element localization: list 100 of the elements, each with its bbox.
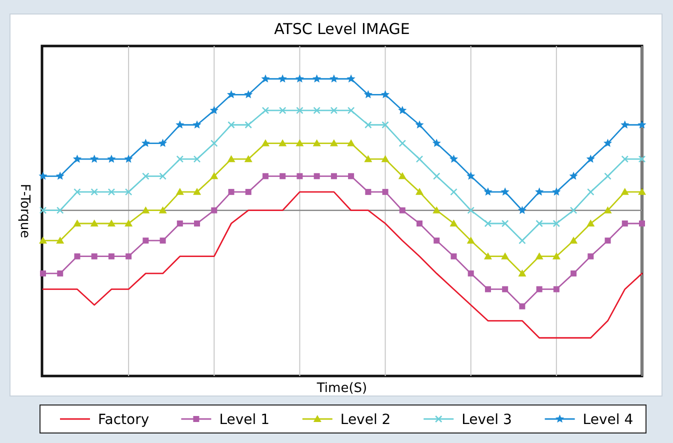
point <box>314 173 320 180</box>
point <box>176 188 184 195</box>
point <box>364 90 372 98</box>
point <box>39 236 47 244</box>
point <box>296 173 303 180</box>
point <box>501 252 510 260</box>
legend-label: Factory <box>98 412 150 428</box>
point <box>466 236 475 244</box>
point <box>450 219 458 226</box>
point <box>466 172 476 180</box>
point <box>193 188 202 195</box>
point <box>142 172 150 180</box>
point <box>261 74 270 83</box>
point <box>535 187 544 196</box>
point <box>296 139 304 146</box>
legend-label: Level 1 <box>219 412 270 428</box>
point <box>126 253 132 260</box>
point <box>398 140 406 147</box>
point <box>244 90 253 98</box>
point <box>552 252 560 260</box>
point <box>278 106 286 114</box>
point <box>158 138 168 147</box>
point <box>278 139 287 146</box>
point <box>56 172 64 180</box>
point <box>72 154 82 163</box>
point <box>211 207 218 214</box>
point <box>90 188 98 196</box>
point <box>74 253 80 260</box>
point <box>192 120 202 129</box>
point <box>450 188 458 196</box>
point <box>518 206 526 214</box>
point <box>194 220 200 226</box>
legend-label: Level 3 <box>462 412 512 428</box>
legend-label: Level 4 <box>582 412 634 428</box>
point <box>621 155 629 163</box>
point <box>450 253 457 260</box>
point <box>90 219 98 226</box>
point <box>432 206 441 214</box>
point <box>347 139 356 146</box>
point <box>502 286 508 292</box>
point <box>176 120 184 129</box>
point <box>638 120 646 129</box>
point <box>519 303 526 310</box>
point <box>416 155 424 163</box>
point <box>124 188 132 196</box>
point <box>416 188 424 195</box>
point <box>570 270 577 276</box>
point <box>484 286 491 292</box>
point <box>90 154 99 163</box>
point <box>295 74 304 83</box>
point <box>518 236 526 244</box>
point <box>449 154 458 163</box>
point <box>382 188 388 195</box>
point <box>415 120 424 129</box>
point <box>193 155 201 163</box>
point <box>124 154 133 163</box>
point <box>518 269 526 276</box>
point <box>536 286 542 292</box>
point <box>432 172 440 180</box>
point <box>56 206 64 214</box>
point <box>228 121 235 129</box>
point <box>622 220 628 226</box>
point <box>620 188 629 195</box>
point <box>159 172 166 180</box>
point <box>108 253 114 260</box>
point <box>569 172 578 180</box>
point <box>38 172 48 180</box>
point <box>158 206 167 214</box>
point <box>603 138 612 147</box>
point <box>586 219 595 226</box>
point <box>552 187 561 196</box>
point <box>588 253 594 260</box>
x-axis-title: Time(S) <box>316 381 368 396</box>
point <box>346 74 356 83</box>
point <box>91 253 98 260</box>
point <box>210 106 218 114</box>
point <box>245 188 252 195</box>
point <box>330 106 338 114</box>
point <box>434 238 440 244</box>
point <box>553 286 560 292</box>
point <box>312 139 321 146</box>
point <box>313 106 320 114</box>
point <box>586 154 595 163</box>
point <box>364 155 372 162</box>
point <box>330 139 338 146</box>
point <box>73 219 82 226</box>
point <box>639 220 645 226</box>
point <box>56 236 64 244</box>
point <box>74 188 81 196</box>
point <box>484 252 492 260</box>
point <box>552 220 560 228</box>
point <box>244 155 252 162</box>
point <box>347 106 355 114</box>
point <box>398 106 407 114</box>
point <box>226 90 236 98</box>
point <box>570 206 578 214</box>
point <box>382 121 389 129</box>
point <box>142 238 149 244</box>
point <box>570 236 578 244</box>
point <box>330 74 338 83</box>
